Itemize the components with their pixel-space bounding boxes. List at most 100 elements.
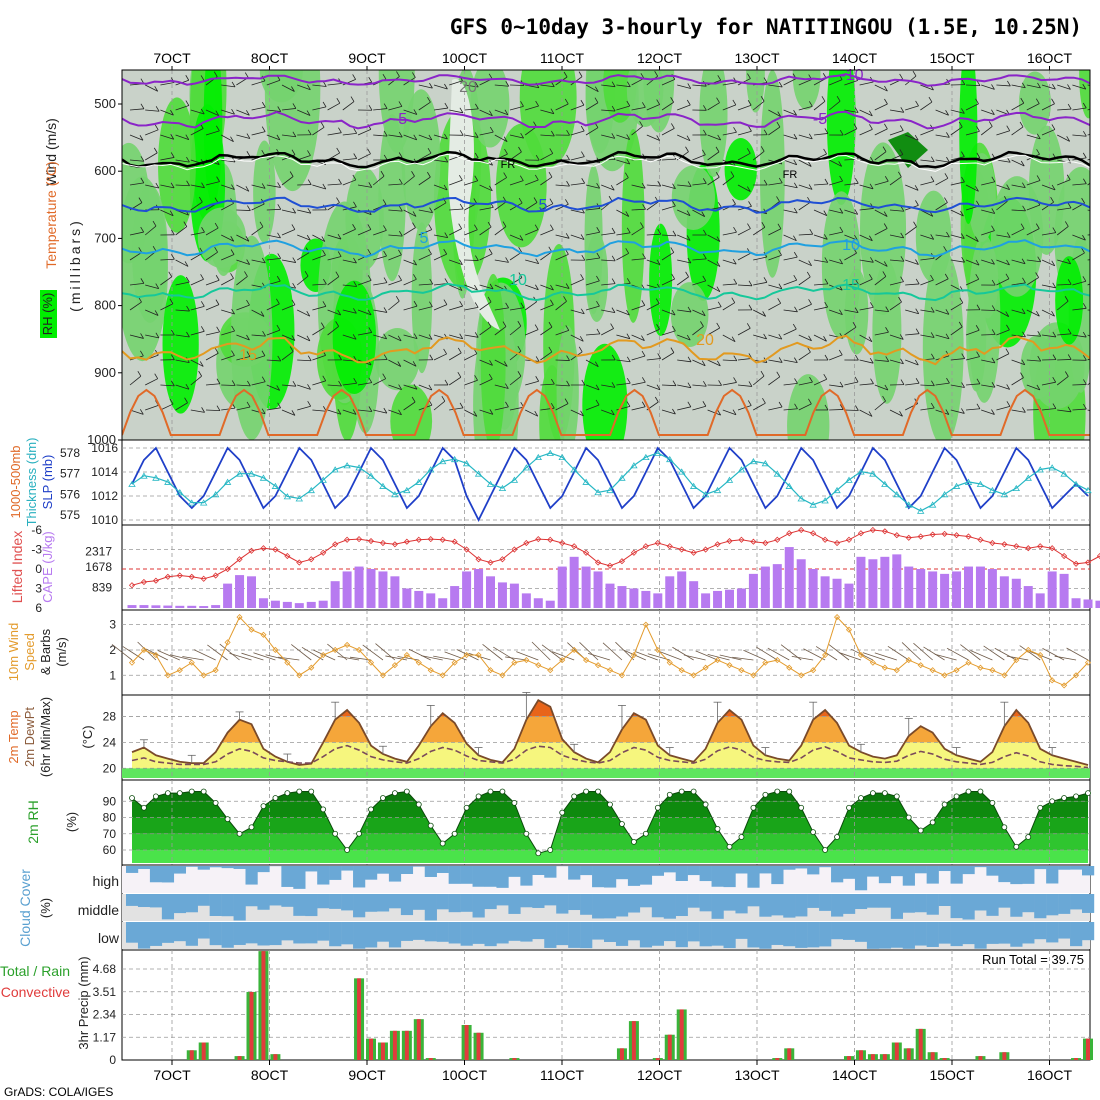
wind-barb bbox=[266, 153, 280, 161]
wind-barb bbox=[965, 278, 979, 286]
cloud-bar bbox=[436, 922, 449, 942]
wind-barb bbox=[707, 176, 720, 186]
wind-barb bbox=[859, 334, 873, 343]
wind-barb bbox=[519, 175, 524, 181]
wind-barb bbox=[281, 259, 296, 263]
x-tick-bottom: 16OCT bbox=[1027, 1067, 1073, 1083]
wind-barb bbox=[236, 304, 250, 311]
wind-barb bbox=[813, 133, 828, 136]
thickness-point bbox=[534, 453, 543, 461]
wind-barb bbox=[733, 355, 738, 361]
wind-barb bbox=[885, 356, 890, 362]
li-point bbox=[1061, 552, 1068, 560]
wind-barb-10m bbox=[615, 641, 635, 661]
wind-barb bbox=[915, 378, 920, 384]
wind-point bbox=[857, 651, 865, 659]
wind-barb bbox=[304, 270, 309, 277]
thickness-point bbox=[438, 457, 447, 465]
cape-bar bbox=[211, 605, 221, 608]
wind-point bbox=[272, 646, 279, 654]
wind-barb bbox=[1022, 277, 1026, 284]
wind-barb bbox=[464, 108, 479, 111]
wind-barb bbox=[398, 384, 402, 390]
wind-point bbox=[463, 651, 470, 659]
cape-bar bbox=[904, 566, 914, 608]
wind-barb bbox=[884, 98, 888, 105]
li-point bbox=[1072, 560, 1080, 567]
wind-barb bbox=[859, 234, 873, 242]
wind-barb bbox=[413, 134, 418, 141]
cloud-bar bbox=[1034, 894, 1047, 919]
cape-bar bbox=[402, 588, 412, 608]
wind-barb bbox=[631, 258, 646, 261]
wind-barb bbox=[548, 346, 553, 353]
precip-bar-convective bbox=[369, 1038, 373, 1060]
wind-barb bbox=[1006, 401, 1011, 407]
wind-barb bbox=[236, 356, 251, 361]
wind-point bbox=[224, 639, 231, 646]
wind-point bbox=[833, 613, 841, 621]
wind-barb bbox=[433, 107, 448, 111]
ylabel-temperature: Temperature (°C) bbox=[43, 161, 59, 269]
precip-tick: 3.51 bbox=[93, 985, 117, 999]
cloud-bar bbox=[508, 922, 521, 941]
temp-tick: 24 bbox=[103, 735, 117, 749]
wind-point bbox=[714, 657, 721, 664]
wind-barb bbox=[138, 197, 143, 203]
wind-barb bbox=[342, 101, 355, 111]
wind-barb bbox=[844, 128, 858, 136]
wind-barb bbox=[260, 311, 265, 317]
wind-barb bbox=[201, 407, 205, 413]
wind-barb bbox=[292, 283, 296, 289]
wind-barb bbox=[403, 227, 416, 236]
wind-barb-10m bbox=[516, 651, 539, 661]
cape-bar bbox=[808, 569, 818, 608]
wind-barb bbox=[433, 134, 448, 140]
wind-barb bbox=[768, 228, 782, 236]
wind-barb bbox=[534, 410, 539, 417]
cloud-bar bbox=[149, 894, 163, 908]
wind-barb bbox=[670, 97, 674, 103]
cape-bar bbox=[569, 556, 579, 608]
wind-barb-10m bbox=[482, 643, 503, 661]
wind-barb bbox=[829, 309, 843, 316]
wind-point bbox=[798, 672, 805, 679]
contour-20 bbox=[122, 334, 1090, 366]
cloud-bar bbox=[831, 922, 844, 940]
wind-barb bbox=[661, 184, 676, 190]
wind-barb bbox=[905, 184, 919, 191]
precip-bar-convective bbox=[357, 978, 362, 1060]
thickness-point bbox=[319, 476, 327, 483]
wind-barb bbox=[383, 407, 388, 414]
rh-point bbox=[164, 790, 171, 797]
ylabel-convective: Convective bbox=[1, 984, 70, 1000]
wind-barb bbox=[752, 226, 766, 236]
wind-barb bbox=[555, 359, 570, 361]
wind-barb bbox=[935, 382, 950, 386]
wind-barb bbox=[175, 334, 190, 338]
rh-point bbox=[535, 850, 542, 857]
rh-region bbox=[626, 70, 664, 127]
wind-point bbox=[188, 659, 195, 666]
contour-label: 5 bbox=[539, 197, 548, 214]
wind-barb bbox=[129, 409, 144, 415]
wind-barb bbox=[312, 327, 325, 336]
wind-barb bbox=[611, 133, 616, 139]
wind-barb bbox=[140, 103, 145, 110]
thickness-point bbox=[367, 472, 375, 479]
rh-point bbox=[810, 829, 817, 836]
wind-barb bbox=[205, 181, 220, 186]
cloud-level-middle: middle bbox=[78, 902, 119, 918]
wind-barb bbox=[548, 321, 553, 328]
precip-bar-convective bbox=[870, 1054, 875, 1060]
wind-barb bbox=[1037, 355, 1042, 362]
wind-barb bbox=[981, 230, 995, 236]
wind-barb bbox=[399, 230, 403, 237]
wind-barb bbox=[171, 229, 175, 236]
x-tick-bottom: 10OCT bbox=[442, 1067, 488, 1083]
wind-barb bbox=[1057, 108, 1072, 111]
wind-barb bbox=[540, 84, 555, 88]
thickness-point bbox=[893, 491, 901, 498]
li-point bbox=[355, 536, 363, 543]
